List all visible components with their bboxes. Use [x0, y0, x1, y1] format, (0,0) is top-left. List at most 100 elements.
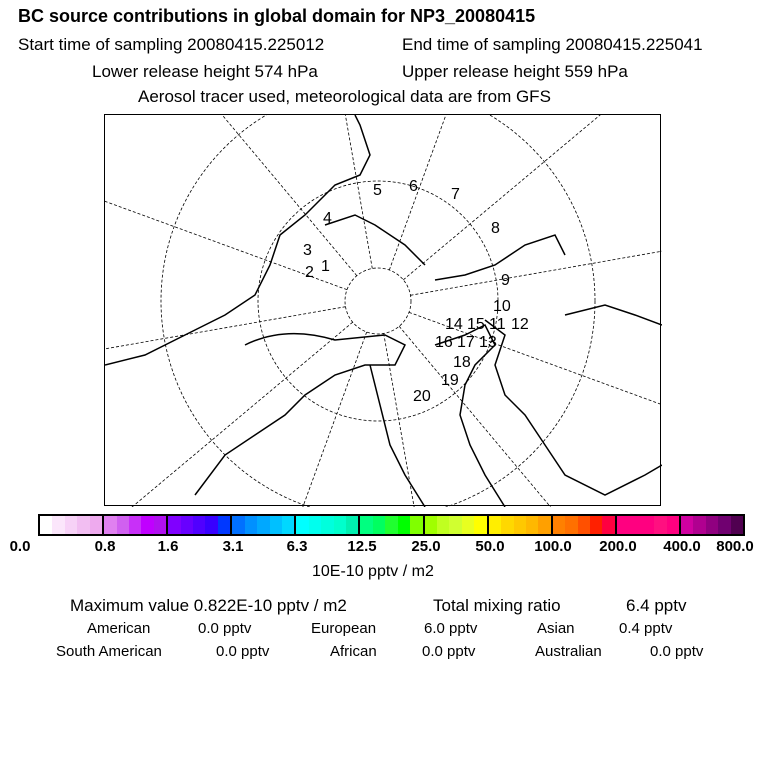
point-label-18: 18: [453, 354, 471, 371]
color-swatch: [77, 516, 90, 534]
color-swatch: [488, 516, 502, 534]
colorbar-tick-label: 200.0: [599, 538, 637, 555]
color-swatch: [333, 516, 347, 534]
color-swatch: [693, 516, 706, 534]
color-swatch: [565, 516, 578, 534]
color-swatch: [257, 516, 270, 534]
region-name: South American: [56, 643, 162, 660]
colorbar-tick-label: 6.3: [286, 538, 308, 555]
colorbar-segment: [168, 516, 233, 534]
total-mixing-value: 6.4 pptv: [626, 596, 687, 615]
color-swatch: [40, 516, 53, 534]
colorbar: [38, 514, 745, 536]
maximum-value: Maximum value 0.822E-10 pptv / m2: [70, 596, 347, 615]
color-swatch: [217, 516, 231, 534]
meridian-line: [125, 0, 358, 276]
point-label-7: 7: [451, 186, 460, 203]
point-label-14: 14: [445, 316, 463, 333]
color-swatch: [244, 516, 258, 534]
color-swatch: [641, 516, 655, 534]
point-label-2: 2: [305, 264, 314, 281]
point-label-20: 20: [413, 388, 431, 405]
point-label-12: 12: [511, 316, 529, 333]
colorbar-tick-label: 50.0: [475, 538, 505, 555]
color-swatch: [730, 516, 744, 534]
meridian-line: [388, 0, 489, 271]
color-swatch: [718, 516, 731, 534]
total-mixing-label: Total mixing ratio: [433, 596, 561, 615]
coastlines: [104, 114, 663, 508]
meridian-line: [410, 232, 768, 296]
color-swatch: [232, 516, 245, 534]
region-name: European: [311, 620, 377, 637]
point-label-5: 5: [373, 182, 382, 199]
colorbar-tick-label: 100.0: [534, 538, 572, 555]
region-value: 0.4 pptv: [619, 620, 673, 637]
meridian-line: [0, 306, 346, 368]
color-swatch: [705, 516, 719, 534]
meridian-line: [0, 321, 353, 619]
point-label-3: 3: [303, 242, 312, 259]
region-value: 0.0 pptv: [422, 643, 476, 660]
colorbar-segment: [616, 516, 681, 534]
color-swatch: [116, 516, 129, 534]
meridian-line: [383, 333, 461, 768]
point-label-17: 17: [457, 334, 475, 351]
color-swatch: [360, 516, 373, 534]
region-value: 0.0 pptv: [216, 643, 270, 660]
plot-title: BC source contributions in global domain…: [18, 6, 536, 26]
point-label-13: 13: [479, 334, 497, 351]
color-swatch: [474, 516, 487, 534]
color-swatch: [461, 516, 475, 534]
region-name: Australian: [535, 643, 602, 660]
color-swatch: [525, 516, 539, 534]
color-swatch: [89, 516, 103, 534]
colorbar-tick-label: 400.0: [663, 538, 701, 555]
color-swatch: [616, 516, 630, 534]
color-swatch: [538, 516, 551, 534]
color-swatch: [590, 516, 603, 534]
end-time: End time of sampling 20080415.225041: [402, 35, 703, 54]
meridian-line: [408, 311, 768, 444]
point-label-19: 19: [441, 372, 459, 389]
region-name: American: [87, 620, 151, 637]
colorbar-segment: [424, 516, 489, 534]
point-label-10: 10: [493, 298, 511, 315]
color-swatch: [104, 516, 117, 534]
color-swatch: [372, 516, 386, 534]
point-label-16: 16: [435, 334, 453, 351]
color-swatch: [449, 516, 462, 534]
color-swatch: [397, 516, 411, 534]
color-swatch: [385, 516, 398, 534]
colorbar-tick-label: 0.8: [94, 538, 116, 555]
colorbar-tick-label: 1.6: [157, 538, 179, 555]
colorbar-segment: [232, 516, 297, 534]
color-swatch: [654, 516, 667, 534]
color-swatch: [666, 516, 679, 534]
region-name: African: [330, 643, 377, 660]
point-label-15: 15: [467, 316, 485, 333]
region-value: 0.0 pptv: [198, 620, 252, 637]
color-swatch: [629, 516, 642, 534]
color-swatch: [513, 516, 526, 534]
point-label-6: 6: [409, 178, 418, 195]
color-swatch: [436, 516, 450, 534]
color-swatch: [141, 516, 154, 534]
point-label-9: 9: [501, 272, 510, 289]
color-swatch: [168, 516, 181, 534]
colorbar-segment: [488, 516, 553, 534]
color-swatch: [269, 516, 282, 534]
point-label-8: 8: [491, 220, 500, 237]
color-swatch: [128, 516, 142, 534]
color-swatch: [180, 516, 194, 534]
colorbar-segment: [296, 516, 361, 534]
point-label-4: 4: [323, 210, 332, 227]
color-swatch: [410, 516, 423, 534]
color-swatch: [64, 516, 78, 534]
color-swatch: [308, 516, 322, 534]
colorbar-unit: 10E-10 pptv / m2: [312, 563, 434, 580]
colorbar-tick-label: 25.0: [411, 538, 441, 555]
color-swatch: [193, 516, 206, 534]
color-swatch: [346, 516, 359, 534]
